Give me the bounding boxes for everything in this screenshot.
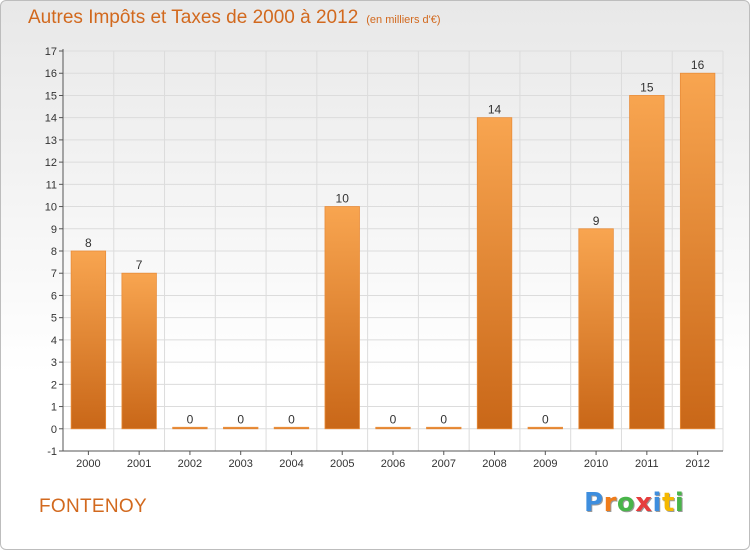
y-tick-label: 14 (45, 113, 57, 125)
bar (273, 426, 310, 430)
proxiti-logo: Proxiti (584, 488, 684, 518)
data-label: 14 (488, 103, 502, 117)
y-tick-label: 8 (51, 246, 57, 258)
logo-letter: o (616, 488, 636, 518)
x-tick-label: 2001 (127, 458, 151, 470)
bar (375, 426, 411, 430)
data-label: 0 (237, 412, 244, 426)
x-tick-label: 2003 (228, 458, 252, 470)
y-tick-label: 0 (51, 424, 57, 436)
x-tick-label: 2008 (482, 458, 506, 470)
x-tick-label: 2010 (584, 458, 608, 470)
y-tick-label: 5 (51, 313, 57, 325)
y-tick-label: 13 (45, 135, 57, 147)
y-tick-label: 17 (45, 46, 57, 58)
data-label: 16 (691, 58, 705, 72)
y-tick-label: 15 (45, 90, 57, 102)
chart-unit: (en milliers d'€) (366, 14, 441, 26)
y-tick-label: 16 (45, 68, 57, 80)
x-tick-label: 2000 (76, 458, 100, 470)
x-tick-label: 2009 (533, 458, 557, 470)
bar (426, 426, 462, 430)
x-tick-label: 2006 (381, 458, 405, 470)
y-tick-label: 7 (51, 268, 57, 280)
y-tick-label: 4 (51, 335, 57, 347)
y-tick-label: -1 (47, 446, 57, 458)
data-label: 9 (593, 214, 600, 228)
logo-letter: P (584, 488, 604, 518)
x-tick-label: 2007 (432, 458, 456, 470)
bar (324, 206, 360, 430)
bar (476, 117, 513, 430)
x-tick-label: 2004 (279, 458, 303, 470)
x-tick-label: 2011 (635, 458, 659, 470)
y-tick-label: 12 (45, 157, 57, 169)
bar (223, 426, 259, 430)
logo-letter: t (661, 488, 675, 518)
logo-letter: x (635, 488, 653, 518)
bar (172, 426, 208, 430)
chart-title: Autres Impôts et Taxes de 2000 à 2012 (en… (28, 7, 441, 29)
place-name: FONTENOY (39, 496, 147, 517)
logo-letter: i (674, 488, 685, 518)
data-label: 0 (187, 412, 194, 426)
chart-title-text: Autres Impôts et Taxes de 2000 à 2012 (28, 7, 359, 28)
y-tick-label: 10 (45, 202, 57, 214)
data-label: 15 (640, 80, 654, 94)
bar (578, 228, 614, 430)
y-tick-label: 3 (51, 357, 57, 369)
data-label: 8 (85, 236, 92, 250)
bar (121, 272, 157, 430)
logo-letter: i (652, 488, 662, 518)
data-label: 7 (136, 258, 143, 272)
data-label: 10 (336, 192, 350, 206)
x-tick-label: 2002 (178, 458, 202, 470)
data-label: 0 (542, 412, 549, 426)
bar (629, 95, 665, 430)
x-tick-label: 2012 (685, 458, 709, 470)
bar (527, 426, 563, 430)
bar (70, 250, 107, 430)
y-tick-label: 9 (51, 224, 57, 236)
y-tick-label: 11 (46, 179, 57, 191)
y-tick-label: 6 (51, 290, 57, 302)
data-label: 0 (440, 412, 447, 426)
data-label: 0 (390, 412, 397, 426)
data-label: 0 (288, 412, 295, 426)
x-tick-label: 2005 (330, 458, 354, 470)
bar (679, 72, 716, 430)
y-tick-label: 1 (51, 402, 57, 414)
y-tick-label: 2 (51, 379, 57, 391)
logo-letter: r (603, 488, 617, 518)
